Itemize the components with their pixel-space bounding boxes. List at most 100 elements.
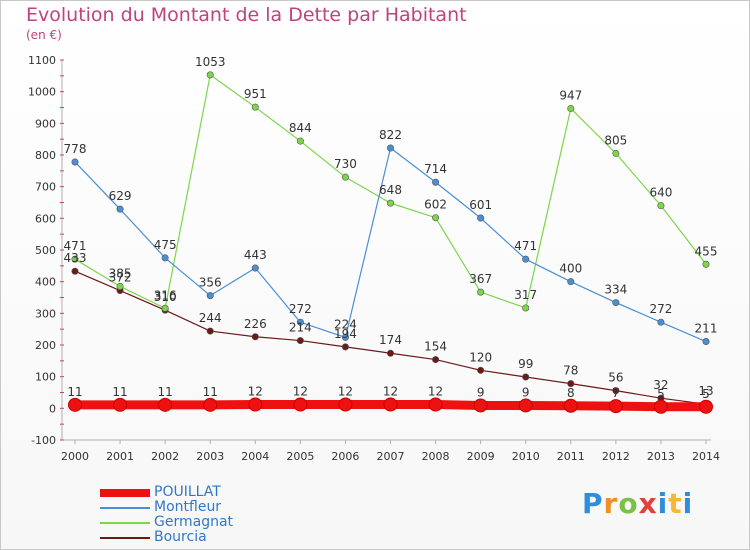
y-tick-label: 100 bbox=[35, 371, 56, 384]
data-point bbox=[251, 264, 259, 272]
legend-item-pouillat: POUILLAT bbox=[100, 485, 233, 500]
data-point bbox=[248, 397, 263, 412]
data-label: 316 bbox=[154, 288, 177, 302]
data-point bbox=[702, 260, 710, 268]
data-point bbox=[477, 288, 485, 296]
data-point bbox=[563, 398, 578, 413]
data-label: 272 bbox=[289, 302, 312, 316]
data-label: 174 bbox=[379, 333, 402, 347]
data-label: 12 bbox=[248, 385, 263, 399]
data-point bbox=[158, 397, 173, 412]
proxiti-logo: Proxiti bbox=[582, 487, 694, 520]
chart-title: Evolution du Montant de la Dette par Hab… bbox=[26, 4, 467, 26]
data-point bbox=[432, 214, 440, 222]
data-label: 778 bbox=[64, 142, 87, 156]
data-label: 372 bbox=[109, 271, 132, 285]
data-label: 443 bbox=[244, 248, 267, 262]
x-tick-label: 2010 bbox=[512, 450, 540, 463]
data-label: 12 bbox=[383, 385, 398, 399]
data-label: 244 bbox=[199, 311, 222, 325]
data-label: 947 bbox=[559, 88, 582, 102]
data-point bbox=[522, 304, 530, 312]
data-point bbox=[657, 202, 665, 210]
data-point bbox=[341, 343, 349, 351]
data-point bbox=[161, 254, 169, 262]
data-label: 226 bbox=[244, 317, 267, 331]
data-label: 400 bbox=[559, 262, 582, 276]
data-label: 602 bbox=[424, 198, 447, 212]
data-point bbox=[612, 387, 620, 395]
data-label: 11 bbox=[112, 385, 127, 399]
data-point bbox=[432, 178, 440, 186]
y-tick-label: 400 bbox=[35, 276, 56, 289]
data-point bbox=[113, 397, 128, 412]
data-label: 11 bbox=[67, 385, 82, 399]
data-label: 12 bbox=[428, 385, 443, 399]
legend-swatch bbox=[100, 488, 150, 497]
data-point bbox=[383, 397, 398, 412]
data-label: 5 bbox=[657, 387, 665, 401]
y-tick-label: 0 bbox=[49, 402, 56, 415]
data-point bbox=[657, 318, 665, 326]
data-label: 272 bbox=[649, 302, 672, 316]
data-label: 475 bbox=[154, 238, 177, 252]
data-label: 730 bbox=[334, 157, 357, 171]
data-point bbox=[296, 318, 304, 326]
data-label: 844 bbox=[289, 121, 312, 135]
data-point bbox=[71, 255, 79, 263]
data-label: 99 bbox=[518, 357, 533, 371]
data-label: 1053 bbox=[195, 55, 226, 69]
data-label: 951 bbox=[244, 87, 267, 101]
data-label: 471 bbox=[514, 239, 537, 253]
data-label: 367 bbox=[469, 272, 492, 286]
data-label: 211 bbox=[695, 322, 718, 336]
data-label: 8 bbox=[567, 386, 575, 400]
data-point bbox=[477, 366, 485, 374]
legend-item-bourcia: Bourcia bbox=[100, 530, 233, 545]
data-point bbox=[473, 398, 488, 413]
data-point bbox=[386, 349, 394, 357]
x-tick-label: 2003 bbox=[196, 450, 224, 463]
x-tick-label: 2011 bbox=[557, 450, 585, 463]
chart-subtitle: (en €) bbox=[26, 28, 62, 42]
data-label: 334 bbox=[604, 283, 627, 297]
x-tick-label: 2007 bbox=[377, 450, 405, 463]
x-tick-label: 2014 bbox=[692, 450, 720, 463]
data-label: 9 bbox=[477, 385, 485, 399]
legend-swatch bbox=[100, 521, 150, 524]
data-point bbox=[522, 373, 530, 381]
data-point bbox=[699, 399, 713, 414]
y-tick-label: 1000 bbox=[28, 86, 56, 99]
data-label: 640 bbox=[649, 186, 672, 200]
legend-swatch bbox=[100, 506, 150, 509]
legend-label: Montfleur bbox=[154, 499, 222, 515]
x-tick-label: 2004 bbox=[241, 450, 269, 463]
data-label: 9 bbox=[522, 385, 530, 399]
data-point bbox=[68, 397, 82, 412]
y-tick-label: 700 bbox=[35, 181, 56, 194]
data-point bbox=[341, 173, 349, 181]
data-label: 471 bbox=[64, 239, 87, 253]
y-tick-label: 600 bbox=[35, 212, 56, 225]
data-label: 433 bbox=[64, 251, 87, 265]
x-tick-label: 2009 bbox=[467, 450, 495, 463]
data-point bbox=[386, 199, 394, 207]
data-label: 5 bbox=[702, 387, 710, 401]
data-point bbox=[116, 205, 124, 213]
data-point bbox=[702, 338, 710, 346]
y-tick-label: 1100 bbox=[28, 54, 56, 67]
data-point bbox=[567, 380, 575, 388]
data-label: 7 bbox=[612, 386, 620, 400]
data-point bbox=[432, 356, 440, 364]
x-tick-label: 2002 bbox=[151, 450, 179, 463]
data-point bbox=[612, 299, 620, 307]
data-point bbox=[518, 398, 533, 413]
data-label: 56 bbox=[608, 371, 623, 385]
data-point bbox=[206, 71, 214, 79]
legend-label: Germagnat bbox=[154, 514, 234, 530]
data-label: 822 bbox=[379, 128, 402, 142]
data-point bbox=[206, 327, 214, 335]
data-point bbox=[71, 267, 79, 275]
